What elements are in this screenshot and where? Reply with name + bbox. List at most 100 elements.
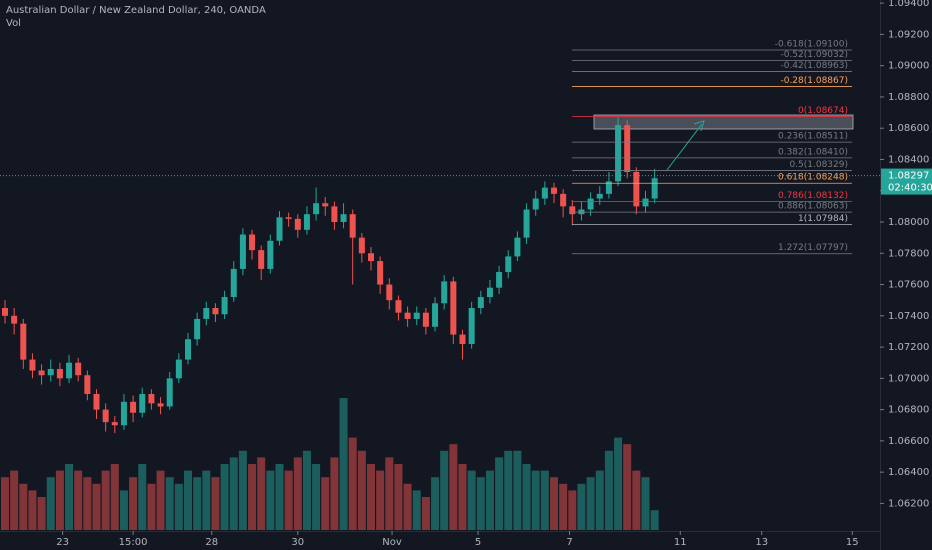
- fib-label: 0.886(1.08063): [778, 202, 848, 212]
- volume-bar: [357, 450, 366, 530]
- candle-body: [358, 237, 365, 254]
- candle-body: [468, 307, 475, 344]
- chart-title: Australian Dollar / New Zealand Dollar, …: [6, 5, 266, 16]
- candle-body: [11, 315, 18, 324]
- volume-bar: [513, 450, 522, 530]
- candle-body: [313, 203, 320, 215]
- volume-bar: [522, 464, 531, 530]
- candle-body: [596, 193, 603, 199]
- fib-label: 0.618(1.08248): [778, 173, 848, 183]
- candle-body: [120, 401, 127, 426]
- candle-body: [569, 206, 576, 215]
- y-tick-label: 1.07800: [888, 248, 929, 259]
- candle-body: [2, 307, 8, 316]
- volume-bar: [403, 483, 412, 530]
- candle-body: [377, 261, 384, 285]
- candle-body: [267, 240, 274, 269]
- volume-bar: [46, 477, 55, 530]
- last-price-box: [881, 168, 932, 195]
- volume-bar: [431, 477, 440, 530]
- volume-bar: [531, 470, 540, 530]
- volume-bar: [650, 510, 659, 530]
- candle-body: [75, 362, 82, 376]
- volume-bar: [476, 477, 485, 530]
- volume-bar: [19, 483, 28, 530]
- volume-bar: [376, 470, 385, 530]
- candle-body: [294, 218, 301, 230]
- volume-bar: [421, 497, 430, 530]
- candle-body: [203, 307, 210, 319]
- candle-body: [340, 214, 347, 223]
- volume-bar: [604, 450, 613, 530]
- volume-bar: [101, 470, 110, 530]
- volume-bar: [467, 470, 476, 530]
- volume-bar: [641, 477, 650, 530]
- arrow-head: [693, 120, 705, 132]
- x-tick-label: 15: [846, 537, 859, 548]
- volume-bar: [632, 470, 641, 530]
- volume-bar: [394, 464, 403, 530]
- candle-body: [441, 281, 448, 304]
- candle-body: [422, 312, 429, 327]
- candle-body: [93, 393, 100, 410]
- fib-label: -0.42(1.08963): [780, 61, 848, 71]
- candle-body: [130, 401, 137, 413]
- fib-label: 1.272(1.07797): [778, 243, 848, 253]
- x-tick-label: 13: [755, 537, 768, 548]
- candle-body: [432, 303, 439, 327]
- volume-bar: [248, 464, 257, 530]
- candle-body: [303, 214, 310, 230]
- x-tick-label: 5: [475, 537, 481, 548]
- candle-body: [551, 187, 557, 194]
- volume-bar: [147, 483, 156, 530]
- candle-body: [349, 214, 356, 238]
- volume-bar: [1, 477, 9, 530]
- volume-bar: [614, 437, 623, 530]
- volume-bar: [495, 457, 504, 530]
- candle-body: [276, 217, 283, 241]
- x-tick-label: 30: [291, 537, 304, 548]
- volume-bar: [202, 470, 211, 530]
- candle-body: [413, 312, 420, 319]
- volume-bar: [302, 450, 311, 530]
- volume-bar: [312, 464, 321, 530]
- volume-bar: [577, 483, 586, 530]
- volume-bar: [293, 457, 302, 530]
- volume-bar: [339, 398, 348, 530]
- volume-bar: [550, 477, 558, 530]
- candle-body: [84, 375, 91, 394]
- volume-bar: [55, 470, 64, 530]
- candle-body: [532, 198, 539, 210]
- volume-bar: [449, 444, 458, 530]
- candle-body: [624, 125, 631, 172]
- volume-bar: [220, 464, 229, 530]
- candle-body: [139, 393, 146, 413]
- volume-bar: [440, 450, 449, 530]
- fib-label: 1(1.07984): [798, 214, 848, 224]
- y-tick-label: 1.08800: [888, 92, 929, 103]
- volume-bar: [559, 483, 568, 530]
- candle-body: [148, 393, 155, 404]
- volume-bar: [83, 477, 92, 530]
- candle-body: [514, 237, 521, 257]
- fib-label: -0.618(1.09100): [775, 40, 848, 50]
- candle-body: [111, 422, 118, 426]
- arrow-line: [666, 123, 703, 171]
- candle-body: [20, 323, 27, 360]
- candle-body: [249, 234, 256, 251]
- y-tick-label: 1.08000: [888, 217, 929, 228]
- y-tick-label: 1.06200: [888, 498, 929, 509]
- y-tick-label: 1.09200: [888, 29, 929, 40]
- candle-body: [38, 370, 45, 376]
- volume-bar: [110, 464, 119, 530]
- volume-bar: [28, 490, 37, 530]
- candle-body: [450, 281, 457, 335]
- volume-bar: [485, 470, 494, 530]
- candle-body: [615, 125, 622, 182]
- y-tick-label: 1.06400: [888, 467, 929, 478]
- fib-label: -0.28(1.08867): [780, 76, 848, 86]
- x-tick-label: 28: [205, 537, 218, 548]
- candle-body: [633, 171, 640, 207]
- candle-body: [285, 217, 292, 219]
